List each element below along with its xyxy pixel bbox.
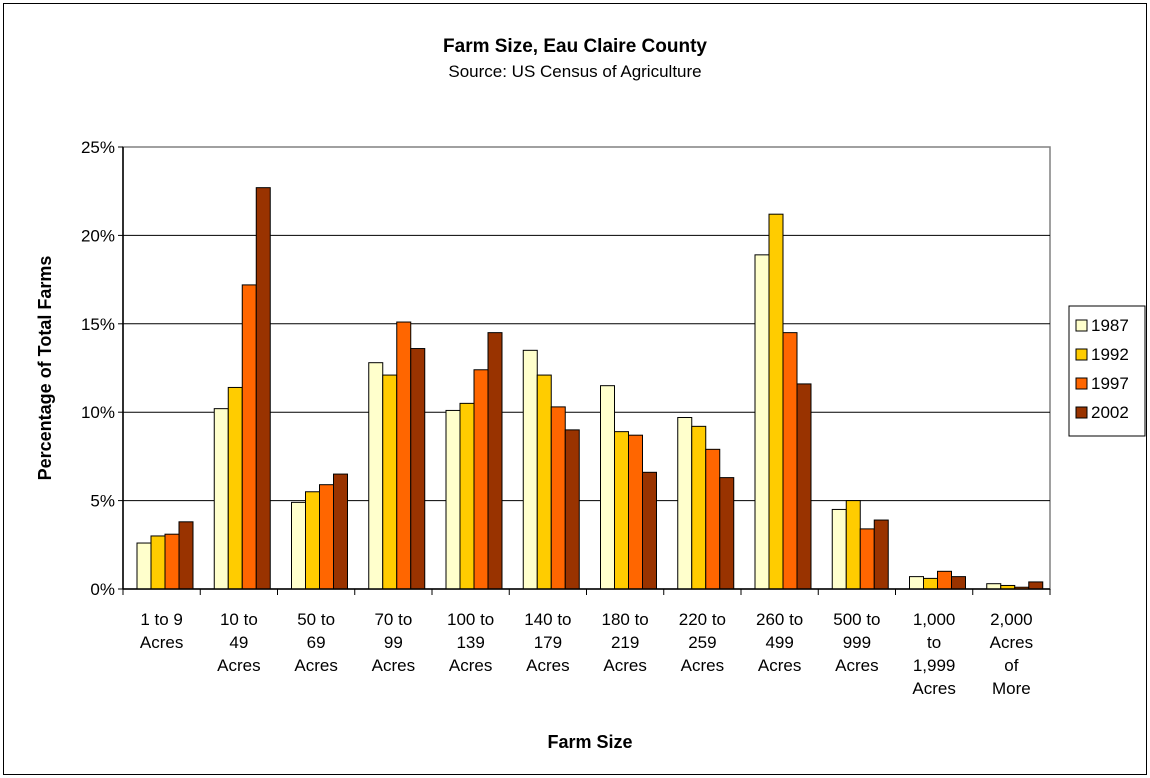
bar-1987-2 [291, 501, 306, 590]
x-category-label: 2,000 Acres of More [990, 610, 1033, 698]
legend-label-2002: 2002 [1091, 403, 1129, 422]
bar-1987-8 [754, 254, 770, 590]
x-category-label: 260 to 499 Acres [756, 610, 803, 675]
x-category-label: 1 to 9 Acres [140, 610, 183, 652]
bar-1987-6 [600, 385, 615, 590]
y-tick-label: 5% [90, 492, 115, 511]
bar-1997-7 [705, 448, 721, 590]
bar-2002-11 [1028, 581, 1044, 590]
bar-1992-10 [923, 577, 938, 590]
bar-1987-11 [986, 583, 1002, 590]
bar-2002-4 [487, 332, 503, 590]
bar-1992-7 [691, 425, 707, 590]
legend-swatch-1987 [1075, 319, 1088, 332]
legend-swatch-1992 [1075, 348, 1088, 361]
x-category-label: 500 to 999 Acres [833, 610, 880, 675]
x-category-label: 70 to 99 Acres [372, 610, 415, 675]
bar-1997-8 [782, 332, 798, 590]
bar-2002-10 [951, 576, 966, 590]
legend-label-1997: 1997 [1091, 374, 1129, 393]
y-tick-label: 0% [90, 580, 115, 599]
bar-1987-10 [909, 576, 924, 590]
bar-1997-1 [241, 284, 257, 590]
bar-1992-0 [150, 535, 166, 590]
bar-1997-10 [937, 570, 952, 590]
y-axis-title: Percentage of Total Farms [35, 256, 55, 481]
bar-2002-3 [410, 348, 426, 590]
bar-1992-8 [768, 213, 784, 590]
x-category-label: 1,000 to 1,999 Acres [912, 610, 955, 698]
bar-1992-4 [459, 402, 475, 590]
legend: 1987 1992 1997 2002 [1068, 305, 1146, 437]
bar-1992-2 [305, 491, 320, 590]
bar-1987-1 [213, 408, 229, 590]
bar-1992-1 [227, 386, 243, 590]
y-tick-label: 20% [81, 226, 115, 245]
y-tick-label: 25% [81, 138, 115, 157]
x-axis-title: Farm Size [547, 732, 632, 752]
bar-2002-0 [178, 521, 194, 590]
bar-2002-1 [255, 187, 271, 590]
bar-1992-3 [382, 374, 398, 590]
bar-1997-9 [859, 528, 875, 590]
chart-subtitle: Source: US Census of Agriculture [448, 62, 701, 81]
x-category-label: 100 to 139 Acres [447, 610, 494, 675]
x-category-label: 50 to 69 Acres [294, 610, 337, 675]
x-category-label: 180 to 219 Acres [601, 610, 648, 675]
plot-area: 0% 5% 10% 15% 20% 25% 1 to 9 Acres 10 to 49 Acres 5… [81, 138, 1051, 698]
legend-label-1992: 1992 [1091, 345, 1129, 364]
bar-1992-6 [614, 431, 629, 590]
bar-1987-3 [368, 362, 384, 590]
bar-2002-5 [564, 429, 580, 590]
y-tick-label: 10% [81, 403, 115, 422]
bar-2002-9 [873, 519, 889, 590]
bar-1987-5 [522, 349, 538, 590]
bar-1987-4 [445, 409, 461, 590]
bar-1992-5 [536, 374, 552, 590]
bar-1992-9 [845, 500, 861, 590]
legend-label-1987: 1987 [1091, 316, 1129, 335]
bar-2002-6 [642, 471, 657, 590]
x-category-label: 220 to 259 Acres [679, 610, 726, 675]
bar-1997-3 [396, 321, 412, 590]
bar-1997-0 [164, 533, 180, 590]
bar-1987-9 [831, 508, 847, 590]
x-category-label: 140 to 179 Acres [524, 610, 571, 675]
bar-1997-5 [550, 406, 566, 590]
legend-swatch-2002 [1075, 406, 1088, 419]
bar-1987-0 [136, 542, 152, 590]
bar-2002-8 [796, 383, 812, 590]
bar-2002-2 [333, 473, 348, 590]
bar-1997-2 [319, 484, 334, 590]
x-category-label: 10 to 49 Acres [217, 610, 260, 675]
bar-1997-6 [628, 434, 643, 590]
chart-title: Farm Size, Eau Claire County [443, 36, 707, 57]
bar-1987-7 [677, 417, 693, 590]
bar-2002-7 [719, 477, 735, 590]
plot-background [122, 146, 1051, 590]
legend-swatch-1997 [1075, 377, 1088, 390]
bar-1997-4 [473, 369, 489, 590]
y-tick-label: 15% [81, 315, 115, 334]
